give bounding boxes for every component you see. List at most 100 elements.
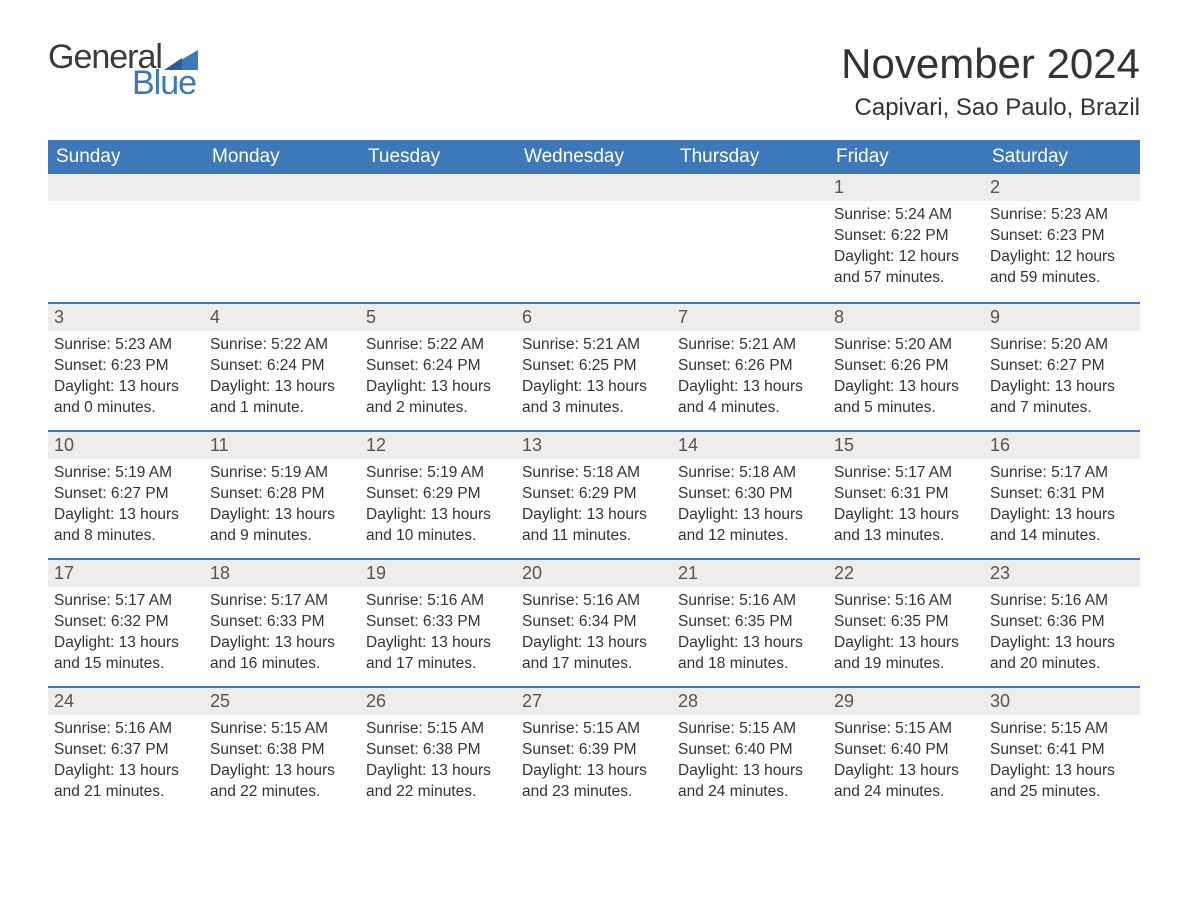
sunrise-text: Sunrise: 5:15 AM <box>678 719 822 740</box>
calendar-cell: 1Sunrise: 5:24 AMSunset: 6:22 PMDaylight… <box>828 174 984 302</box>
daylight-text: Daylight: 13 hours and 17 minutes. <box>366 633 510 675</box>
day-number: 8 <box>828 302 984 331</box>
sunset-text: Sunset: 6:24 PM <box>366 356 510 377</box>
day-data: Sunrise: 5:15 AMSunset: 6:40 PMDaylight:… <box>672 715 828 811</box>
calendar-cell: 30Sunrise: 5:15 AMSunset: 6:41 PMDayligh… <box>984 686 1140 814</box>
calendar-cell: 9Sunrise: 5:20 AMSunset: 6:27 PMDaylight… <box>984 302 1140 430</box>
brand-word2: Blue <box>132 66 198 100</box>
day-data: Sunrise: 5:15 AMSunset: 6:38 PMDaylight:… <box>360 715 516 811</box>
calendar-cell <box>360 174 516 302</box>
day-number: 5 <box>360 302 516 331</box>
day-data: Sunrise: 5:16 AMSunset: 6:35 PMDaylight:… <box>828 587 984 683</box>
sunrise-text: Sunrise: 5:15 AM <box>366 719 510 740</box>
calendar-cell <box>204 174 360 302</box>
calendar-cell: 25Sunrise: 5:15 AMSunset: 6:38 PMDayligh… <box>204 686 360 814</box>
calendar-week-row: 10Sunrise: 5:19 AMSunset: 6:27 PMDayligh… <box>48 430 1140 558</box>
calendar-cell: 7Sunrise: 5:21 AMSunset: 6:26 PMDaylight… <box>672 302 828 430</box>
calendar-week-row: 3 Sunrise: 5:23 AMSunset: 6:23 PM Daylight… <box>48 302 1140 430</box>
day-number: 29 <box>828 686 984 715</box>
daylight-text: Daylight: 13 hours and 5 minutes. <box>834 377 978 419</box>
day-number: 11 <box>204 430 360 459</box>
day-number: 12 <box>360 430 516 459</box>
calendar-week-row: 1Sunrise: 5:24 AMSunset: 6:22 PMDaylight… <box>48 174 1140 302</box>
page-header: General Blue November 2024 Capivari, Sao… <box>48 40 1140 122</box>
weekday-header: Wednesday <box>516 140 672 174</box>
calendar-cell: 19Sunrise: 5:16 AMSunset: 6:33 PMDayligh… <box>360 558 516 686</box>
sunset-text: Sunset: 6:23 PM <box>54 356 198 377</box>
sunset-text: Sunset: 6:33 PM <box>210 612 354 633</box>
calendar-cell: 21Sunrise: 5:16 AMSunset: 6:35 PMDayligh… <box>672 558 828 686</box>
sunrise-text: Sunrise: 5:19 AM <box>210 463 354 484</box>
day-data: Sunrise: 5:19 AMSunset: 6:28 PMDaylight:… <box>204 459 360 555</box>
sunrise-text: Sunrise: 5:18 AM <box>678 463 822 484</box>
sunrise-text: Sunrise: 5:21 AM <box>522 335 666 356</box>
day-data: Sunrise: 5:20 AMSunset: 6:26 PMDaylight:… <box>828 331 984 427</box>
day-number: 28 <box>672 686 828 715</box>
sunset-text: Sunset: 6:40 PM <box>678 740 822 761</box>
sunset-text: Sunset: 6:38 PM <box>366 740 510 761</box>
sunset-text: Sunset: 6:35 PM <box>678 612 822 633</box>
sunset-text: Sunset: 6:27 PM <box>54 484 198 505</box>
day-number: 20 <box>516 558 672 587</box>
sunrise-text: Sunrise: 5:19 AM <box>54 463 198 484</box>
sunrise-text: Sunrise: 5:21 AM <box>678 335 822 356</box>
sunrise-text: Sunrise: 5:20 AM <box>834 335 978 356</box>
day-number: 16 <box>984 430 1140 459</box>
day-data: Sunrise: 5:16 AMSunset: 6:36 PMDaylight:… <box>984 587 1140 683</box>
day-data: Sunrise: 5:24 AMSunset: 6:22 PMDaylight:… <box>828 201 984 297</box>
calendar-cell: 2Sunrise: 5:23 AMSunset: 6:23 PMDaylight… <box>984 174 1140 302</box>
day-number: 1 <box>828 174 984 201</box>
daylight-text: Daylight: 13 hours and 24 minutes. <box>678 761 822 803</box>
sunrise-text: Sunrise: 5:20 AM <box>990 335 1134 356</box>
calendar-cell: 17Sunrise: 5:17 AMSunset: 6:32 PMDayligh… <box>48 558 204 686</box>
daylight-text: Daylight: 13 hours and 11 minutes. <box>522 505 666 547</box>
day-data: Sunrise: 5:16 AMSunset: 6:37 PMDaylight:… <box>48 715 204 811</box>
day-number <box>204 174 360 201</box>
weekday-header: Friday <box>828 140 984 174</box>
day-number <box>516 174 672 201</box>
day-number: 23 <box>984 558 1140 587</box>
calendar-cell: 26Sunrise: 5:15 AMSunset: 6:38 PMDayligh… <box>360 686 516 814</box>
sunrise-text: Sunrise: 5:15 AM <box>990 719 1134 740</box>
daylight-text: Daylight: 13 hours and 7 minutes. <box>990 377 1134 419</box>
sunset-text: Sunset: 6:23 PM <box>990 226 1134 247</box>
sunset-text: Sunset: 6:27 PM <box>990 356 1134 377</box>
daylight-text: Daylight: 13 hours and 22 minutes. <box>366 761 510 803</box>
day-number: 4 <box>204 302 360 331</box>
daylight-text: Daylight: 13 hours and 8 minutes. <box>54 505 198 547</box>
day-data: Sunrise: 5:16 AMSunset: 6:34 PMDaylight:… <box>516 587 672 683</box>
day-number: 15 <box>828 430 984 459</box>
daylight-text: Daylight: 13 hours and 10 minutes. <box>366 505 510 547</box>
brand-logo: General Blue <box>48 40 198 100</box>
calendar-cell <box>516 174 672 302</box>
day-number <box>48 174 204 201</box>
day-number: 22 <box>828 558 984 587</box>
day-number: 3 <box>48 302 204 331</box>
day-number: 19 <box>360 558 516 587</box>
daylight-text: Daylight: 13 hours and 12 minutes. <box>678 505 822 547</box>
sunrise-text: Sunrise: 5:16 AM <box>522 591 666 612</box>
calendar-cell: 28Sunrise: 5:15 AMSunset: 6:40 PMDayligh… <box>672 686 828 814</box>
day-data: Sunrise: 5:18 AMSunset: 6:30 PMDaylight:… <box>672 459 828 555</box>
day-number: 24 <box>48 686 204 715</box>
sunset-text: Sunset: 6:29 PM <box>366 484 510 505</box>
day-data: Sunrise: 5:15 AMSunset: 6:38 PMDaylight:… <box>204 715 360 811</box>
calendar-cell: 10Sunrise: 5:19 AMSunset: 6:27 PMDayligh… <box>48 430 204 558</box>
calendar-cell: 24Sunrise: 5:16 AMSunset: 6:37 PMDayligh… <box>48 686 204 814</box>
daylight-text: Daylight: 13 hours and 14 minutes. <box>990 505 1134 547</box>
title-block: November 2024 Capivari, Sao Paulo, Brazi… <box>841 40 1140 122</box>
sunset-text: Sunset: 6:36 PM <box>990 612 1134 633</box>
weekday-header: Saturday <box>984 140 1140 174</box>
sunset-text: Sunset: 6:30 PM <box>678 484 822 505</box>
sunrise-text: Sunrise: 5:17 AM <box>54 591 198 612</box>
calendar-cell: 8Sunrise: 5:20 AMSunset: 6:26 PMDaylight… <box>828 302 984 430</box>
calendar-cell: 4Sunrise: 5:22 AMSunset: 6:24 PMDaylight… <box>204 302 360 430</box>
sunrise-text: Sunrise: 5:16 AM <box>678 591 822 612</box>
sunrise-text: Sunrise: 5:23 AM <box>54 335 198 356</box>
day-number: 27 <box>516 686 672 715</box>
day-data: Sunrise: 5:17 AMSunset: 6:32 PMDaylight:… <box>48 587 204 683</box>
day-number: 9 <box>984 302 1140 331</box>
daylight-text: Daylight: 13 hours and 23 minutes. <box>522 761 666 803</box>
day-data: Sunrise: 5:20 AMSunset: 6:27 PMDaylight:… <box>984 331 1140 427</box>
sunset-text: Sunset: 6:26 PM <box>678 356 822 377</box>
